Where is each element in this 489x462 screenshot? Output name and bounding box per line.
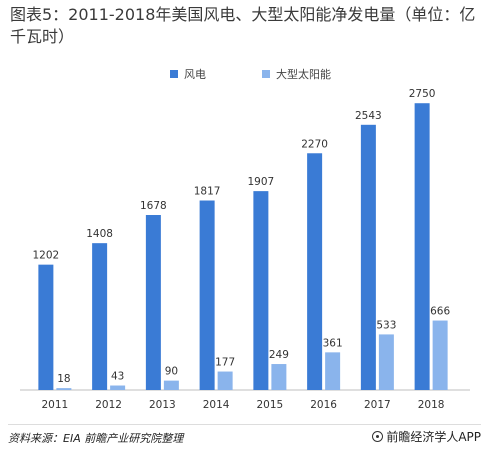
data-label-solar-2011: 18 <box>57 373 70 385</box>
bar-wind-2011 <box>38 264 54 390</box>
brand-text: 前瞻经济学人APP <box>386 430 481 444</box>
bar-solar-2011 <box>56 388 72 390</box>
data-label-solar-2014: 177 <box>215 357 235 369</box>
x-tick-label-2015: 2015 <box>257 399 284 411</box>
data-label-wind-2012: 1408 <box>86 228 113 240</box>
bar-solar-2015 <box>271 364 287 390</box>
x-tick-label-2014: 2014 <box>203 399 230 411</box>
x-tick-label-2011: 2011 <box>42 399 69 411</box>
data-label-solar-2016: 361 <box>323 337 343 349</box>
bar-solar-2016 <box>325 352 341 390</box>
data-label-wind-2018: 2750 <box>409 88 436 100</box>
bar-solar-2014 <box>217 371 233 390</box>
data-label-solar-2012: 43 <box>111 371 124 383</box>
bar-solar-2013 <box>163 380 179 390</box>
footer-divider <box>8 424 481 425</box>
x-tick-label-2013: 2013 <box>149 399 176 411</box>
data-label-solar-2015: 249 <box>269 349 289 361</box>
x-tick-label-2016: 2016 <box>310 399 337 411</box>
legend-label-wind: 风电 <box>184 68 206 81</box>
legend-swatch-solar <box>262 70 270 78</box>
data-label-solar-2018: 666 <box>430 306 450 318</box>
bar-wind-2016 <box>307 153 323 390</box>
brand-label: 前瞻经济学人APP <box>372 428 481 445</box>
x-tick-label-2018: 2018 <box>418 399 445 411</box>
bar-wind-2017 <box>360 124 376 391</box>
source-note: 资料来源：EIA 前瞻产业研究院整理 <box>8 432 184 445</box>
chart-title: 图表5：2011-2018年美国风电、大型太阳能净发电量（单位：亿千瓦时） <box>10 5 476 46</box>
bar-solar-2018 <box>432 320 448 390</box>
chart-legend: 风电 大型太阳能 <box>0 66 489 84</box>
data-label-wind-2014: 1817 <box>194 186 221 198</box>
bar-wind-2015 <box>253 191 269 390</box>
data-label-wind-2016: 2270 <box>301 138 328 150</box>
data-label-solar-2017: 533 <box>376 319 396 331</box>
bar-wind-2013 <box>145 215 161 390</box>
data-label-wind-2017: 2543 <box>355 110 382 122</box>
x-tick-label-2012: 2012 <box>95 399 122 411</box>
bar-solar-2012 <box>110 385 126 390</box>
legend-item-solar: 大型太阳能 <box>262 66 331 82</box>
legend-item-wind: 风电 <box>170 66 206 82</box>
data-label-wind-2011: 1202 <box>33 250 60 262</box>
bar-wind-2012 <box>92 243 108 390</box>
data-label-wind-2015: 1907 <box>248 176 275 188</box>
bar-wind-2018 <box>414 103 430 390</box>
x-tick-label-2017: 2017 <box>364 399 391 411</box>
data-label-solar-2013: 90 <box>165 366 178 378</box>
bar-solar-2017 <box>378 334 394 390</box>
legend-label-solar: 大型太阳能 <box>276 68 331 81</box>
bar-wind-2014 <box>199 200 215 390</box>
data-label-wind-2013: 1678 <box>140 200 167 212</box>
legend-swatch-wind <box>170 70 178 78</box>
brand-logo-icon <box>372 431 384 442</box>
